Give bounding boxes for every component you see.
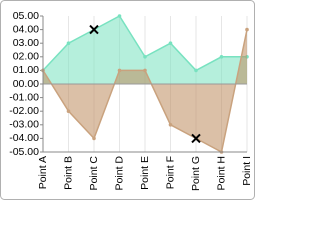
- point: [219, 55, 224, 59]
- x-tick-label: Point G: [190, 156, 202, 191]
- x-tick-label: Point A: [37, 156, 49, 189]
- area-fill: [43, 29, 247, 153]
- point: [66, 41, 71, 45]
- point: [92, 136, 96, 141]
- point: [168, 41, 173, 45]
- x-marker: [191, 133, 201, 144]
- x-marker: [89, 24, 99, 35]
- point: [143, 55, 147, 59]
- y-tick-label: -01.00: [9, 91, 39, 103]
- x-tick-label: Point B: [62, 156, 74, 190]
- x-tick-label: Point E: [139, 156, 151, 190]
- point: [66, 109, 71, 113]
- y-tick-label: -05.00: [9, 146, 39, 158]
- point: [245, 27, 249, 32]
- x-tick-label: Point F: [164, 156, 176, 189]
- x-tick-label: Point H: [215, 156, 227, 190]
- x-tick-label: Point D: [113, 156, 125, 191]
- x-tick-label: Point I: [241, 156, 253, 186]
- y-tick-label: -02.00: [9, 105, 39, 117]
- y-tick-label: 04.00: [13, 23, 39, 35]
- y-tick-label: -04.00: [9, 132, 39, 144]
- point: [143, 68, 147, 73]
- y-tick-label: -03.00: [9, 119, 39, 131]
- y-tick-label: 02.00: [13, 51, 39, 63]
- point: [117, 14, 122, 18]
- chart: Point A Point B Point C Point D Point E Point…: [0, 0, 255, 200]
- y-tick-label: 05.00: [13, 10, 39, 22]
- point: [194, 68, 198, 73]
- x-tick-label: Point C: [88, 156, 100, 191]
- point: [117, 68, 122, 73]
- y-tick-label: 01.00: [13, 64, 39, 76]
- y-tick-label: 00.00: [13, 78, 39, 90]
- point: [168, 123, 173, 127]
- area-fill: [43, 16, 247, 84]
- y-tick-label: 03.00: [13, 37, 39, 49]
